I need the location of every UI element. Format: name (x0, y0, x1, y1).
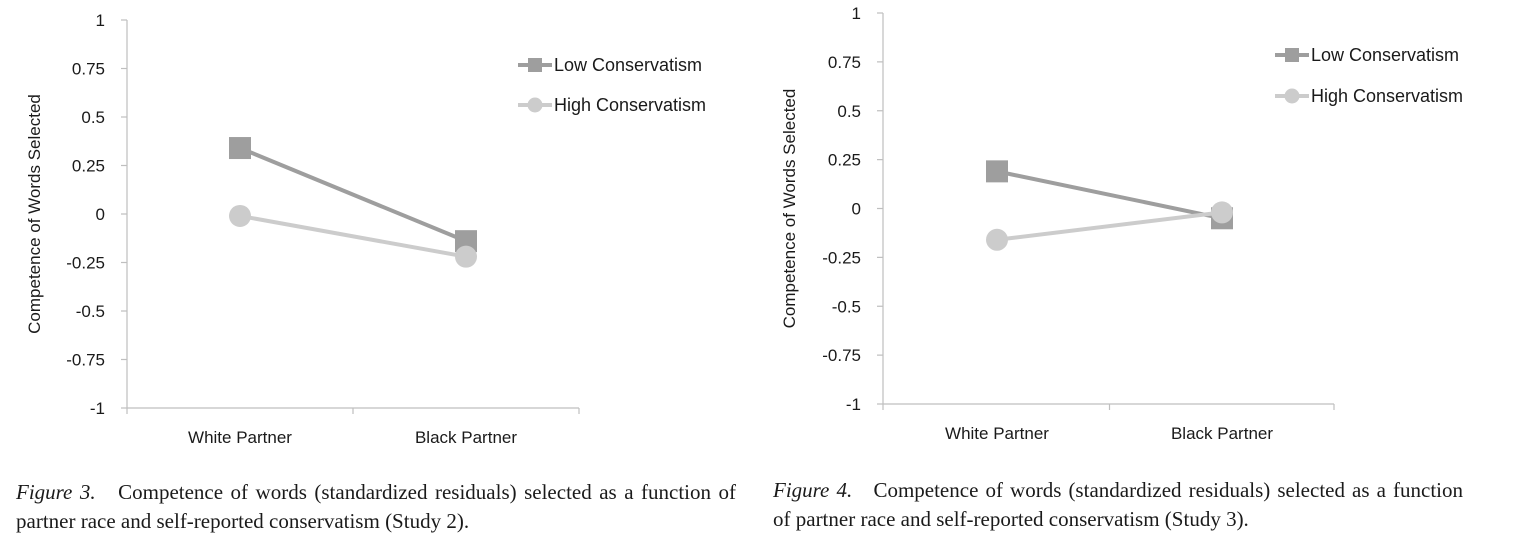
data-point-square (229, 137, 251, 160)
legend-marker-square (528, 58, 542, 72)
y-tick-label: -0.75 (66, 351, 105, 370)
legend-label: Low Conservatism (554, 55, 702, 75)
data-point-circle (229, 204, 251, 227)
chart-2: 1 0.75 0.5 0.25 0 -0.25 -0.5 -0.75 -1 White Partn… (780, 4, 1463, 443)
series-line-high (239, 213, 467, 259)
legend-marker-circle (527, 97, 543, 113)
y-tick-label: 0.75 (828, 53, 861, 72)
figure-3-caption: Figure 3. Competence of words (standardi… (16, 478, 736, 536)
y-tick-label: -1 (90, 399, 105, 418)
data-point-circle (986, 228, 1008, 251)
y-tick-label: 0.75 (72, 60, 105, 79)
series-line-low (239, 146, 467, 244)
y-tick-label: 0.5 (81, 108, 105, 127)
data-point-circle (455, 245, 477, 268)
figure-4-caption-text: Competence of words (standardized residu… (773, 478, 1463, 531)
y-tick-label: -0.75 (822, 346, 861, 365)
y-tick-label: -0.5 (832, 297, 861, 316)
legend-label: High Conservatism (554, 95, 706, 115)
legend-label: Low Conservatism (1311, 45, 1459, 65)
y-tick-label: -0.5 (76, 302, 105, 321)
y-tick-label: 1 (852, 4, 861, 23)
y-tick-label: 0.25 (72, 157, 105, 176)
legend-marker-circle (1284, 88, 1300, 104)
y-tick-label: 0.25 (828, 151, 861, 170)
legend-label: High Conservatism (1311, 86, 1463, 106)
chart-1: 1 0.75 0.5 0.25 0 -0.25 -0.5 -0.75 -1 White Partn… (25, 11, 706, 447)
data-point-circle (1211, 201, 1233, 224)
y-tick-label: 0.5 (837, 102, 861, 121)
y-tick-label: 1 (96, 11, 105, 30)
y-axis-title: Competence of Words Selected (25, 94, 44, 334)
y-tick-label: -0.25 (66, 254, 105, 273)
y-tick-label: -0.25 (822, 248, 861, 267)
figure-charts: 1 0.75 0.5 0.25 0 -0.25 -0.5 -0.75 -1 White Partn… (25, 4, 1463, 447)
figure-3-label: Figure 3. (16, 480, 96, 504)
x-tick-label: White Partner (945, 424, 1049, 443)
y-tick-label: -1 (846, 395, 861, 414)
x-tick-label: White Partner (188, 428, 292, 447)
y-axis-title: Competence of Words Selected (780, 89, 799, 329)
series-line-high (996, 210, 1223, 242)
figure-4-caption: Figure 4. Competence of words (standardi… (773, 476, 1463, 534)
figure-4-label: Figure 4. (773, 478, 853, 502)
series-line-low (996, 169, 1223, 221)
legend-marker-square (1285, 48, 1299, 62)
data-point-square (455, 230, 477, 253)
y-tick-label: 0 (96, 205, 105, 224)
figure-3-caption-text: Competence of words (standardized residu… (16, 480, 736, 533)
x-tick-label: Black Partner (1171, 424, 1273, 443)
data-point-square (986, 160, 1008, 183)
y-tick-label: 0 (852, 200, 861, 219)
x-tick-label: Black Partner (415, 428, 517, 447)
